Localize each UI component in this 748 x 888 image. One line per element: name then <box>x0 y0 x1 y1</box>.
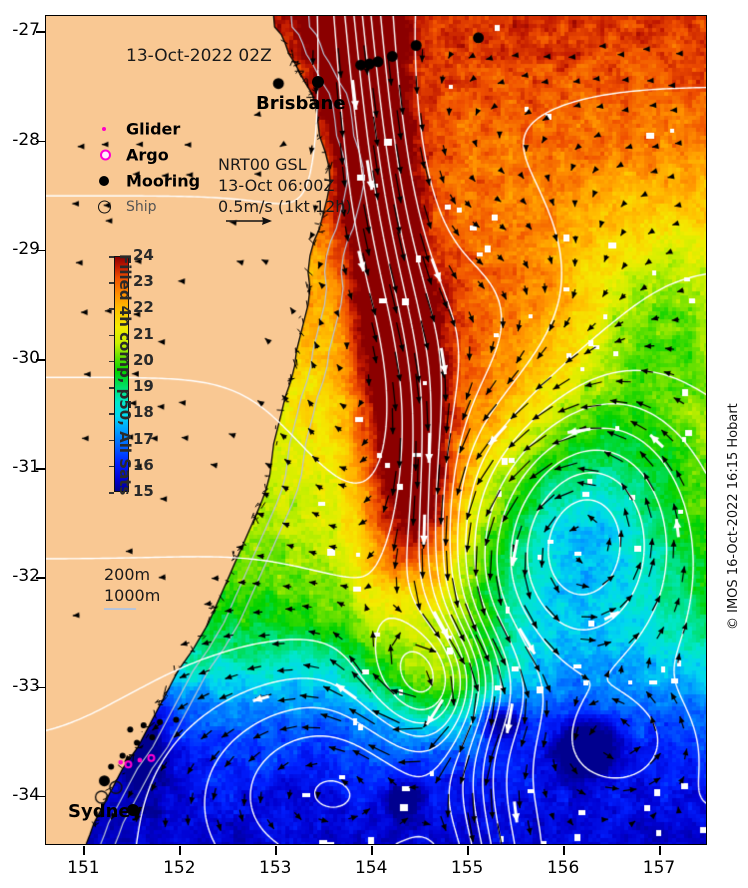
vector-note-line1: NRT00 GSL <box>218 155 307 174</box>
colorbar-tick-label: 19 <box>133 377 154 396</box>
sst-field-canvas[interactable] <box>46 16 706 844</box>
vector-note-line3: 0.5m/s (1kt 12h) <box>218 197 352 216</box>
y-tick-label: -34 <box>12 784 40 805</box>
x-tick-mark <box>275 846 277 855</box>
y-tick-mark <box>36 468 45 470</box>
city-label-brisbane: Brisbane <box>256 93 346 114</box>
colorbar-tick <box>109 387 114 389</box>
y-tick-label: -30 <box>12 348 40 368</box>
legend-label-argo: Argo <box>126 145 169 165</box>
y-tick-label: -32 <box>12 566 40 587</box>
colorbar-tick <box>109 413 114 415</box>
current-vector-note: NRT00 GSL 13-Oct 06:00Z 0.5m/s (1kt 12h) <box>218 154 352 217</box>
argo-circle-icon <box>100 149 111 161</box>
colorbar-tick-label: 17 <box>133 429 154 448</box>
y-tick-mark <box>36 795 45 798</box>
map-plot-frame[interactable]: 13-Oct-2022 02Z Glider Argo Mooring Ship… <box>45 15 707 845</box>
x-tick-mark <box>371 846 373 855</box>
colorbar-tick <box>109 308 114 310</box>
y-tick-mark <box>36 577 45 579</box>
colorbar-tick-label: 18 <box>133 403 154 422</box>
y-tick-label: -27 <box>12 20 40 41</box>
city-label-sydney: Sydney <box>68 801 143 822</box>
colorbar-tick <box>109 492 114 494</box>
credit-text: © IMOS 16-Oct-2022 16:15 Hobart <box>726 403 741 630</box>
y-tick-label: -29 <box>12 238 40 259</box>
y-tick-label: -28 <box>12 129 40 150</box>
x-tick-mark <box>83 846 85 855</box>
mooring-dot-icon <box>99 176 109 186</box>
colorbar-tick <box>109 360 114 363</box>
colorbar-tick-label: 24 <box>133 246 154 264</box>
depth-contour-key: 200m 1000m <box>104 564 160 606</box>
legend-label-glider: Glider <box>126 119 181 139</box>
y-tick-mark <box>36 140 45 143</box>
x-tick-mark <box>179 846 181 855</box>
depth-key-200m: 200m <box>104 565 151 584</box>
colorbar-gradient <box>114 256 129 492</box>
colorbar-tick <box>109 282 114 284</box>
colorbar-tick-label: 23 <box>133 272 154 291</box>
vector-scale-arrow-icon <box>226 217 272 225</box>
x-tick-mark <box>659 846 661 855</box>
colorbar-tick-label: 16 <box>133 455 154 474</box>
x-tick-label: 157 <box>642 858 676 878</box>
x-tick-mark <box>467 846 469 855</box>
y-tick-mark <box>36 31 45 33</box>
depth-key-1000m: 1000m <box>104 586 161 605</box>
vector-note-line2: 13-Oct 06:00Z <box>218 176 335 195</box>
x-tick-label: 155 <box>450 858 484 878</box>
x-tick-label: 151 <box>67 858 100 878</box>
legend-label-mooring: Mooring <box>126 171 201 191</box>
colorbar-tick-label: 22 <box>133 298 154 317</box>
ship-circle-icon <box>98 200 111 214</box>
city-marker-sydney <box>127 804 139 816</box>
legend-label-ship: Ship <box>126 199 157 215</box>
x-tick-label: 152 <box>163 858 196 878</box>
depth-contour-sample-line <box>104 608 136 610</box>
city-marker-brisbane <box>312 76 324 88</box>
x-tick-mark <box>563 846 565 855</box>
colorbar-tick <box>109 256 114 258</box>
colorbar-tick <box>109 334 114 337</box>
y-tick-label: -31 <box>12 457 40 478</box>
colorbar-title: Filled 4h comp, p50, All Sats <box>116 254 134 496</box>
y-tick-mark <box>36 249 45 252</box>
colorbar-tick-label: 15 <box>133 482 154 500</box>
y-tick-label: -33 <box>12 675 40 696</box>
glider-dot-icon <box>102 127 106 131</box>
sst-colorbar[interactable]: 24 23 22 21 20 19 18 17 16 15 <box>109 248 154 499</box>
x-tick-label: 154 <box>354 858 388 878</box>
date-stamp: 13-Oct-2022 02Z <box>126 46 272 66</box>
x-tick-label: 156 <box>546 858 580 878</box>
colorbar-tick-label: 21 <box>133 324 154 343</box>
colorbar-tick <box>109 465 114 468</box>
y-tick-mark <box>36 359 45 361</box>
y-tick-mark <box>36 686 45 689</box>
colorbar-tick <box>109 439 114 442</box>
colorbar-tick-label: 20 <box>133 350 154 369</box>
x-tick-label: 153 <box>259 858 292 878</box>
